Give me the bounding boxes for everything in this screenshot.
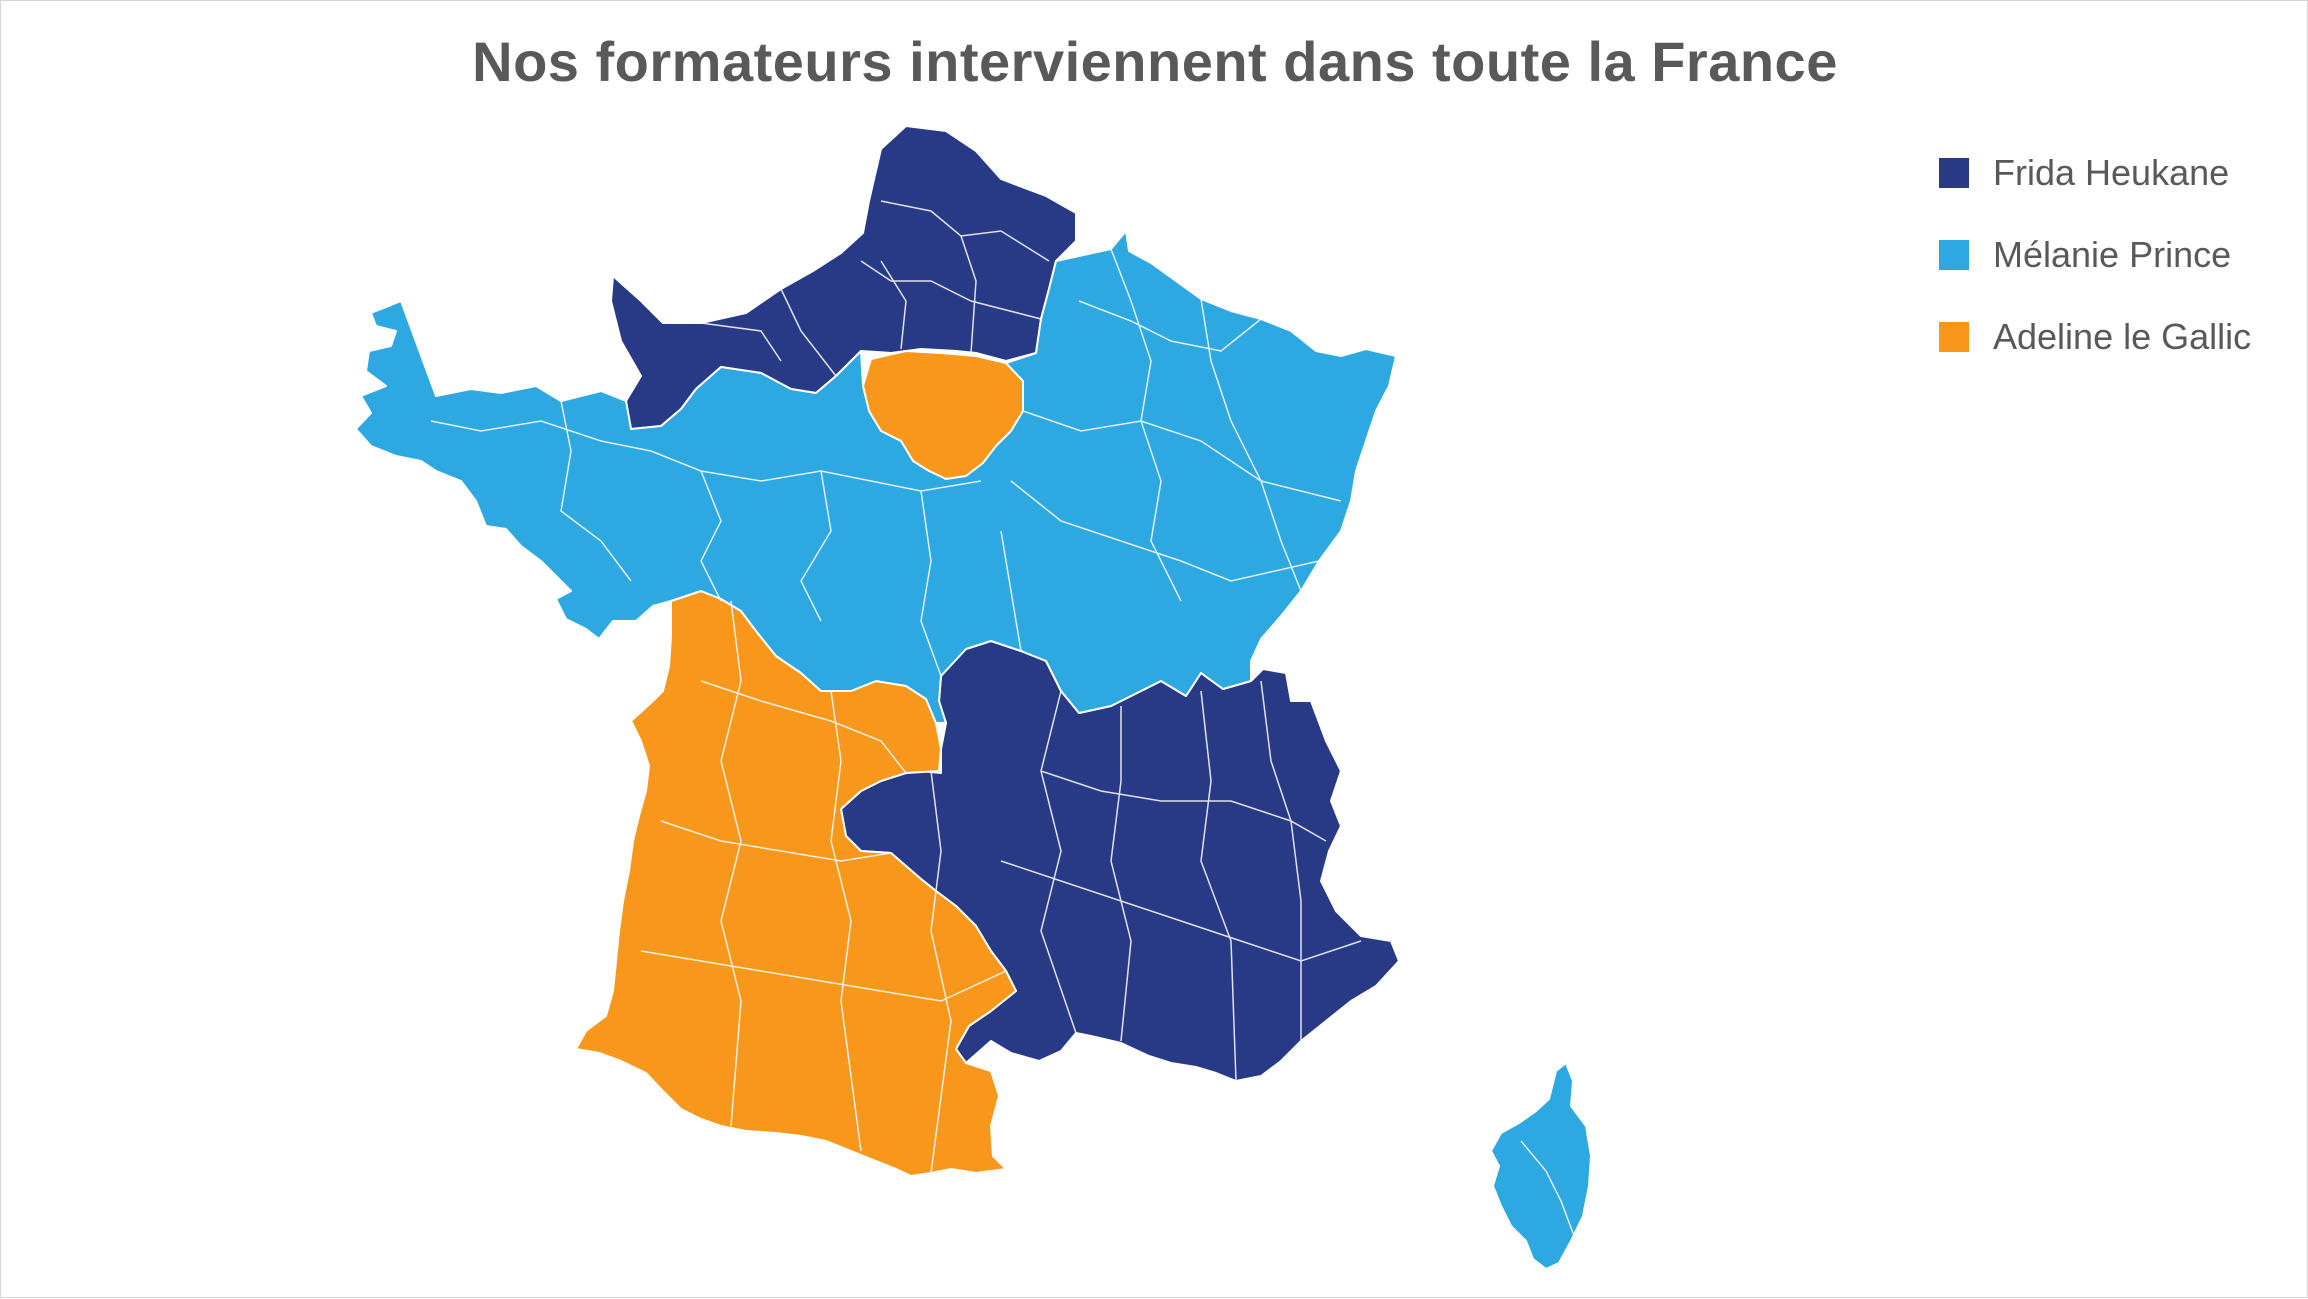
legend-swatch [1939, 322, 1969, 352]
legend-label: Frida Heukane [1993, 152, 2230, 193]
legend-item-adeline: Adeline le Gallic [1939, 316, 2279, 357]
region-central-zone [355, 230, 1397, 724]
legend-item-melanie: Mélanie Prince [1939, 234, 2279, 275]
legend-swatch [1939, 240, 1969, 270]
map-title: Nos formateurs interviennent dans toute … [472, 30, 1838, 93]
legend-label: Mélanie Prince [1993, 234, 2232, 275]
legend: Frida Heukane Mélanie Prince Adeline le … [1939, 152, 2279, 399]
legend-swatch [1939, 158, 1969, 188]
legend-item-frida: Frida Heukane [1939, 152, 2279, 193]
department-borders [430, 200, 1577, 1242]
legend-label: Adeline le Gallic [1993, 316, 2252, 357]
region-southwest-zone [575, 590, 1017, 1177]
